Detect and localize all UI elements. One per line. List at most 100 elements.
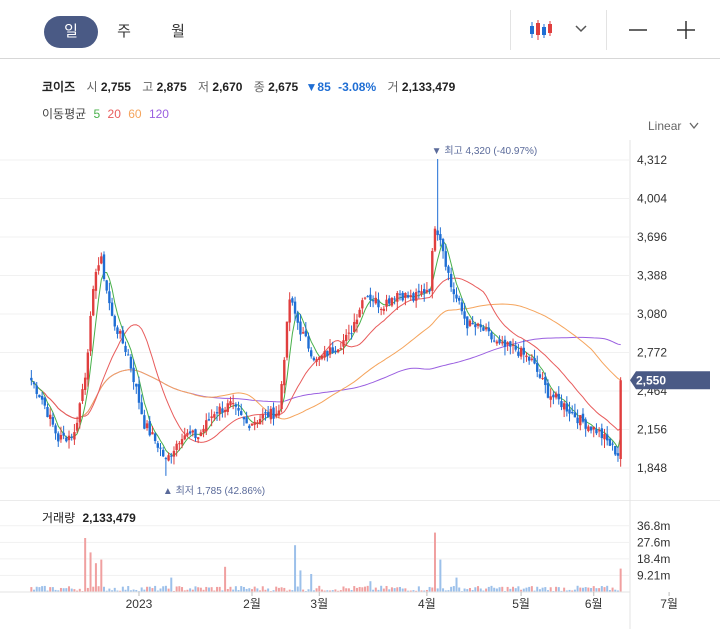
candle-body	[277, 410, 281, 416]
volume-bar	[501, 586, 504, 592]
volume-bar	[393, 588, 396, 592]
volume-bar	[43, 585, 46, 592]
volume-bar	[89, 552, 92, 592]
volume-bar	[221, 590, 224, 592]
volume-bar	[581, 587, 584, 592]
chevron-down-icon	[689, 122, 699, 130]
candlestick-chart-type-icon[interactable]	[528, 18, 554, 42]
volume-bar	[113, 587, 116, 592]
volume-bar	[291, 590, 294, 592]
y-tick-label: 4,004	[637, 192, 667, 206]
candle-body	[240, 411, 243, 415]
candle-body	[148, 421, 151, 436]
candle-body	[97, 265, 100, 271]
candle-body	[229, 401, 232, 406]
candle-body	[334, 350, 337, 353]
volume-bar	[541, 587, 544, 592]
volume-bar	[248, 588, 251, 592]
volume-bar	[345, 588, 348, 592]
candle-body	[70, 436, 73, 438]
volume-bar	[538, 589, 541, 592]
candle-body	[178, 443, 181, 445]
period-tab-week[interactable]: 주	[117, 23, 131, 40]
stock-name: 코이즈	[42, 80, 76, 94]
candle-body	[479, 324, 482, 328]
volume-chart[interactable]: 36.8m 27.6m 18.4m 9.21m 2023 2월 3월 4월 5월 6월 7월	[0, 500, 720, 629]
candle-body	[140, 402, 143, 415]
candle-body	[215, 412, 219, 414]
candle-body	[414, 292, 418, 301]
candle-body	[452, 289, 456, 295]
volume-bar	[167, 588, 170, 592]
price-chart[interactable]: 4,3124,0043,6963,3883,0802,7722,4642,156…	[0, 140, 720, 500]
volume-bar	[296, 586, 299, 592]
volume-bar	[442, 588, 445, 592]
candle-body	[210, 416, 213, 419]
volume-bar	[132, 589, 135, 592]
candle-body	[43, 397, 46, 406]
candle-body	[406, 295, 410, 298]
y-tick-label: 2,156	[637, 423, 667, 437]
volume-bar	[108, 588, 111, 592]
y-tick-label: 2,772	[637, 346, 667, 360]
zoom-in-icon[interactable]	[676, 20, 696, 40]
candle-body	[562, 403, 566, 410]
candle-body	[221, 408, 224, 413]
candle-body	[86, 352, 90, 380]
candle-body	[444, 251, 447, 267]
volume-bar	[191, 589, 194, 592]
candle-body	[326, 351, 329, 357]
volume-bar	[479, 588, 482, 592]
scale-mode-selector[interactable]: Linear	[648, 119, 699, 133]
candle-body	[116, 327, 119, 334]
period-tab-day[interactable]: 일	[44, 16, 98, 48]
candle-body	[245, 417, 248, 424]
candle-body	[167, 455, 170, 461]
volume-bar	[302, 589, 305, 592]
zoom-out-icon[interactable]	[628, 22, 648, 38]
volume-bar	[245, 588, 248, 592]
volume-bar	[490, 585, 493, 592]
ma-20-label[interactable]: 20	[107, 107, 121, 121]
volume-bar	[30, 587, 33, 592]
candle-body	[183, 435, 186, 440]
chevron-down-icon[interactable]	[575, 24, 587, 34]
volume-bar	[261, 586, 264, 592]
volume-bar	[536, 586, 539, 592]
candle-body	[226, 403, 229, 412]
candle-body	[353, 321, 356, 333]
volume-bar	[366, 585, 369, 592]
volume-bar	[337, 590, 340, 592]
low-label: 저	[198, 80, 210, 94]
volume-bar	[234, 586, 237, 592]
volume-bar	[202, 589, 205, 592]
min-price-annotation: ▲ 최저 1,785 (42.86%)	[163, 485, 265, 497]
volume-bar	[111, 590, 114, 592]
volume-bar	[415, 590, 418, 592]
ma-5-label[interactable]: 5	[93, 107, 101, 121]
volume-bar	[616, 590, 619, 592]
volume-bar	[619, 568, 622, 592]
quote-summary: 코이즈 시 2,755 고 2,875 저 2,670 종 2,675 ▼85 …	[42, 78, 455, 95]
volume-bar	[213, 590, 216, 592]
candle-body	[175, 443, 178, 450]
candle-body	[242, 416, 246, 420]
candle-body	[541, 378, 544, 380]
ma-60-label[interactable]: 60	[128, 107, 142, 121]
volume-bar	[194, 586, 197, 592]
volume-bar	[374, 587, 377, 592]
candle-body	[560, 401, 563, 408]
volume-bar	[121, 586, 124, 592]
candle-body	[525, 355, 528, 358]
candle-body	[304, 330, 308, 337]
period-tab-month[interactable]: 월	[171, 23, 185, 40]
volume-bar	[353, 586, 356, 592]
volume-tick-label: 36.8m	[637, 519, 670, 533]
ma-120-label[interactable]: 120	[148, 107, 169, 121]
close-label: 종	[253, 80, 265, 94]
candle-body	[377, 299, 380, 308]
candle-body	[331, 347, 334, 353]
volume-bar	[528, 586, 531, 592]
candle-body	[441, 239, 445, 252]
volume-bar	[372, 589, 375, 592]
